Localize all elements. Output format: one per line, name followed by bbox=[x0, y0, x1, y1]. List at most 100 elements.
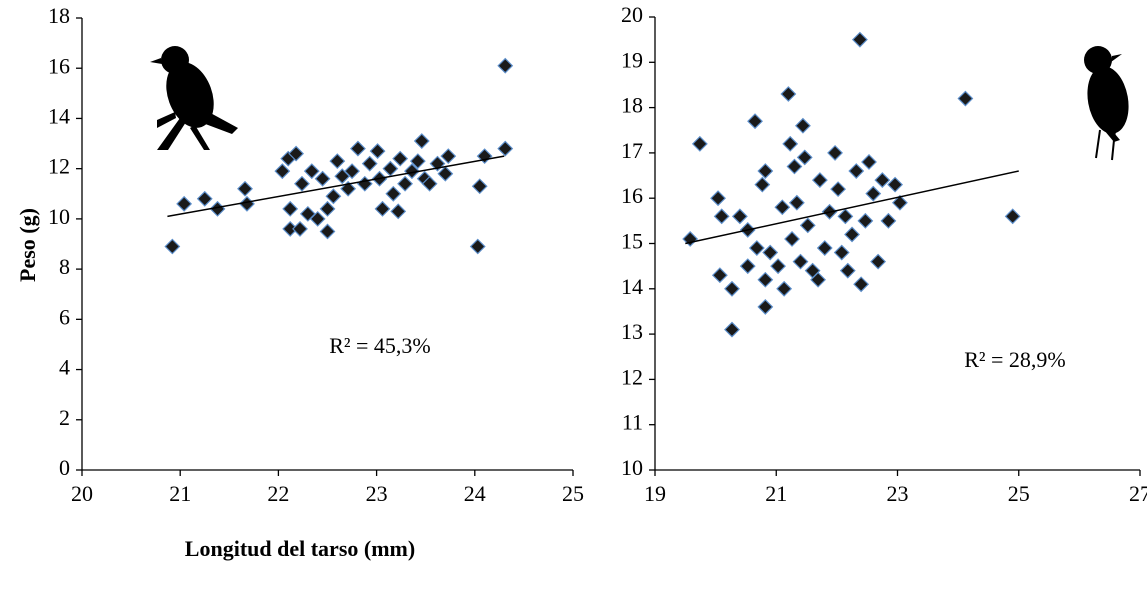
data-point bbox=[957, 90, 974, 107]
data-point bbox=[329, 153, 346, 170]
data-point bbox=[870, 253, 887, 270]
y-tick-label: 17 bbox=[621, 138, 643, 163]
x-tick-label: 24 bbox=[464, 481, 486, 506]
data-point bbox=[853, 276, 870, 293]
data-point bbox=[762, 244, 779, 261]
data-point bbox=[757, 271, 774, 288]
data-point bbox=[865, 185, 882, 202]
y-tick-label: 16 bbox=[621, 183, 643, 208]
x-tick-label: 20 bbox=[71, 481, 93, 506]
y-tick-label: 18 bbox=[48, 3, 70, 28]
data-point bbox=[757, 163, 774, 179]
data-point bbox=[274, 163, 291, 180]
x-tick-label: 19 bbox=[644, 481, 666, 506]
annotation: R² = 28,9% bbox=[964, 347, 1066, 372]
y-tick-label: 12 bbox=[48, 154, 70, 179]
data-point bbox=[374, 200, 391, 217]
data-point bbox=[874, 172, 891, 188]
y-tick-label: 18 bbox=[621, 93, 643, 118]
data-point bbox=[164, 238, 181, 255]
y-tick-label: 10 bbox=[621, 455, 643, 480]
data-point bbox=[497, 140, 514, 157]
data-point bbox=[314, 170, 331, 187]
data-point bbox=[880, 212, 897, 229]
data-point bbox=[748, 240, 765, 256]
x-tick-label: 22 bbox=[267, 481, 289, 506]
data-point bbox=[196, 190, 213, 207]
y-tick-label: 11 bbox=[622, 410, 643, 435]
data-point bbox=[713, 208, 730, 225]
y-axis-label: Peso (g) bbox=[15, 208, 40, 282]
data-point bbox=[288, 145, 304, 162]
data-point bbox=[747, 113, 763, 130]
data-point bbox=[810, 271, 827, 288]
data-point bbox=[851, 31, 868, 48]
data-point bbox=[816, 240, 833, 256]
data-point bbox=[356, 175, 373, 192]
bird-silhouette-left bbox=[150, 46, 238, 150]
data-point bbox=[739, 258, 756, 275]
data-point bbox=[497, 57, 514, 74]
y-tick-label: 10 bbox=[48, 204, 70, 229]
data-point bbox=[710, 190, 726, 207]
data-point bbox=[827, 144, 843, 161]
x-tick-label: 23 bbox=[887, 481, 909, 506]
data-point bbox=[209, 200, 226, 217]
data-point bbox=[319, 200, 336, 217]
data-point bbox=[282, 221, 299, 237]
x-tick-label: 25 bbox=[1008, 481, 1030, 506]
data-point bbox=[776, 280, 793, 297]
data-point bbox=[469, 238, 486, 255]
y-tick-label: 12 bbox=[621, 364, 643, 389]
trendline bbox=[167, 155, 505, 218]
x-tick-label: 21 bbox=[169, 481, 191, 506]
data-point bbox=[770, 258, 786, 275]
data-point bbox=[325, 188, 342, 205]
data-point bbox=[440, 148, 457, 165]
data-point bbox=[1004, 208, 1021, 225]
data-point bbox=[780, 86, 797, 102]
data-point bbox=[857, 212, 874, 229]
data-point bbox=[774, 199, 791, 216]
data-point bbox=[799, 217, 816, 234]
data-point bbox=[844, 226, 860, 243]
data-point bbox=[837, 208, 854, 225]
data-point bbox=[711, 267, 728, 284]
data-point bbox=[309, 210, 326, 227]
data-point bbox=[292, 221, 308, 237]
x-axis-label: Longitud del tarso (mm) bbox=[185, 536, 415, 561]
data-point bbox=[757, 299, 774, 315]
annotation: R² = 45,3% bbox=[329, 333, 431, 358]
trendline bbox=[685, 170, 1019, 245]
data-point bbox=[887, 176, 903, 193]
data-point bbox=[471, 178, 488, 195]
data-point bbox=[421, 175, 438, 192]
data-point bbox=[788, 194, 805, 211]
y-tick-label: 16 bbox=[48, 53, 70, 78]
data-point bbox=[397, 175, 413, 192]
y-tick-label: 14 bbox=[621, 274, 643, 299]
data-point bbox=[782, 135, 799, 152]
data-point bbox=[303, 163, 320, 180]
data-point bbox=[282, 200, 299, 217]
bird-silhouette-right bbox=[1084, 46, 1129, 161]
data-point bbox=[861, 154, 877, 170]
data-point bbox=[786, 158, 803, 175]
data-point bbox=[691, 135, 708, 152]
data-point bbox=[811, 172, 828, 188]
data-point bbox=[392, 150, 409, 167]
data-point bbox=[754, 176, 771, 193]
data-point bbox=[344, 163, 360, 180]
y-tick-label: 15 bbox=[621, 229, 643, 254]
x-tick-label: 27 bbox=[1129, 481, 1147, 506]
data-point bbox=[796, 149, 813, 166]
data-point bbox=[784, 231, 800, 247]
data-point bbox=[404, 163, 420, 180]
y-tick-label: 2 bbox=[59, 405, 70, 430]
y-tick-label: 6 bbox=[59, 304, 70, 329]
data-point bbox=[239, 195, 255, 212]
data-point bbox=[361, 155, 378, 172]
data-point bbox=[176, 195, 193, 212]
data-point bbox=[792, 253, 809, 270]
